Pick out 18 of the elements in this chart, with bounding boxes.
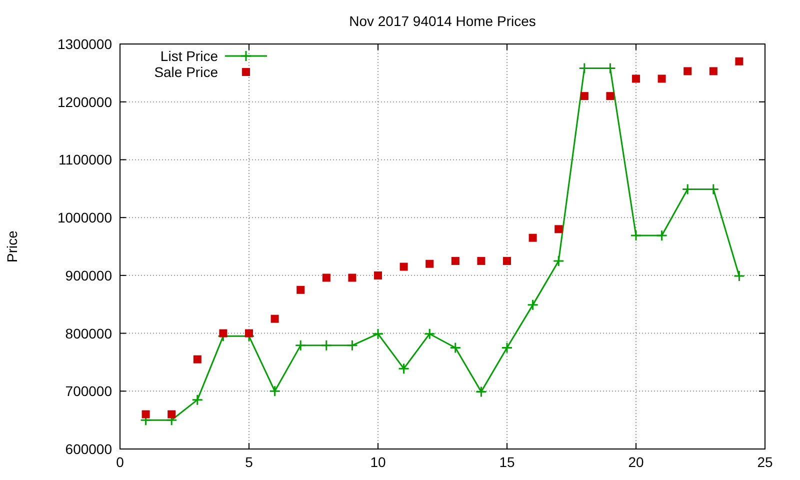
x-tick-label: 20 (628, 454, 644, 470)
y-tick-label: 800000 (65, 325, 112, 342)
x-tick-label: 5 (245, 454, 254, 470)
legend-label: Sale Price (154, 64, 218, 80)
x-tick-label: 25 (757, 454, 773, 470)
chart-title: Nov 2017 94014 Home Prices (349, 13, 536, 29)
y-tick-label: 1200000 (57, 94, 112, 110)
y-tick-label: 1000000 (57, 210, 112, 226)
y-tick-label: 700000 (65, 383, 112, 400)
y-tick-label: 1300000 (57, 36, 112, 52)
x-tick-label: 15 (499, 454, 515, 470)
x-tick-label: 0 (116, 454, 124, 470)
y-tick-label: 1100000 (58, 152, 112, 168)
x-tick-label: 10 (370, 454, 386, 470)
legend-label: List Price (160, 48, 218, 64)
y-tick-label: 600000 (65, 441, 112, 457)
y-tick-label: 900000 (65, 267, 112, 284)
y-axis-title: Price (4, 230, 20, 262)
